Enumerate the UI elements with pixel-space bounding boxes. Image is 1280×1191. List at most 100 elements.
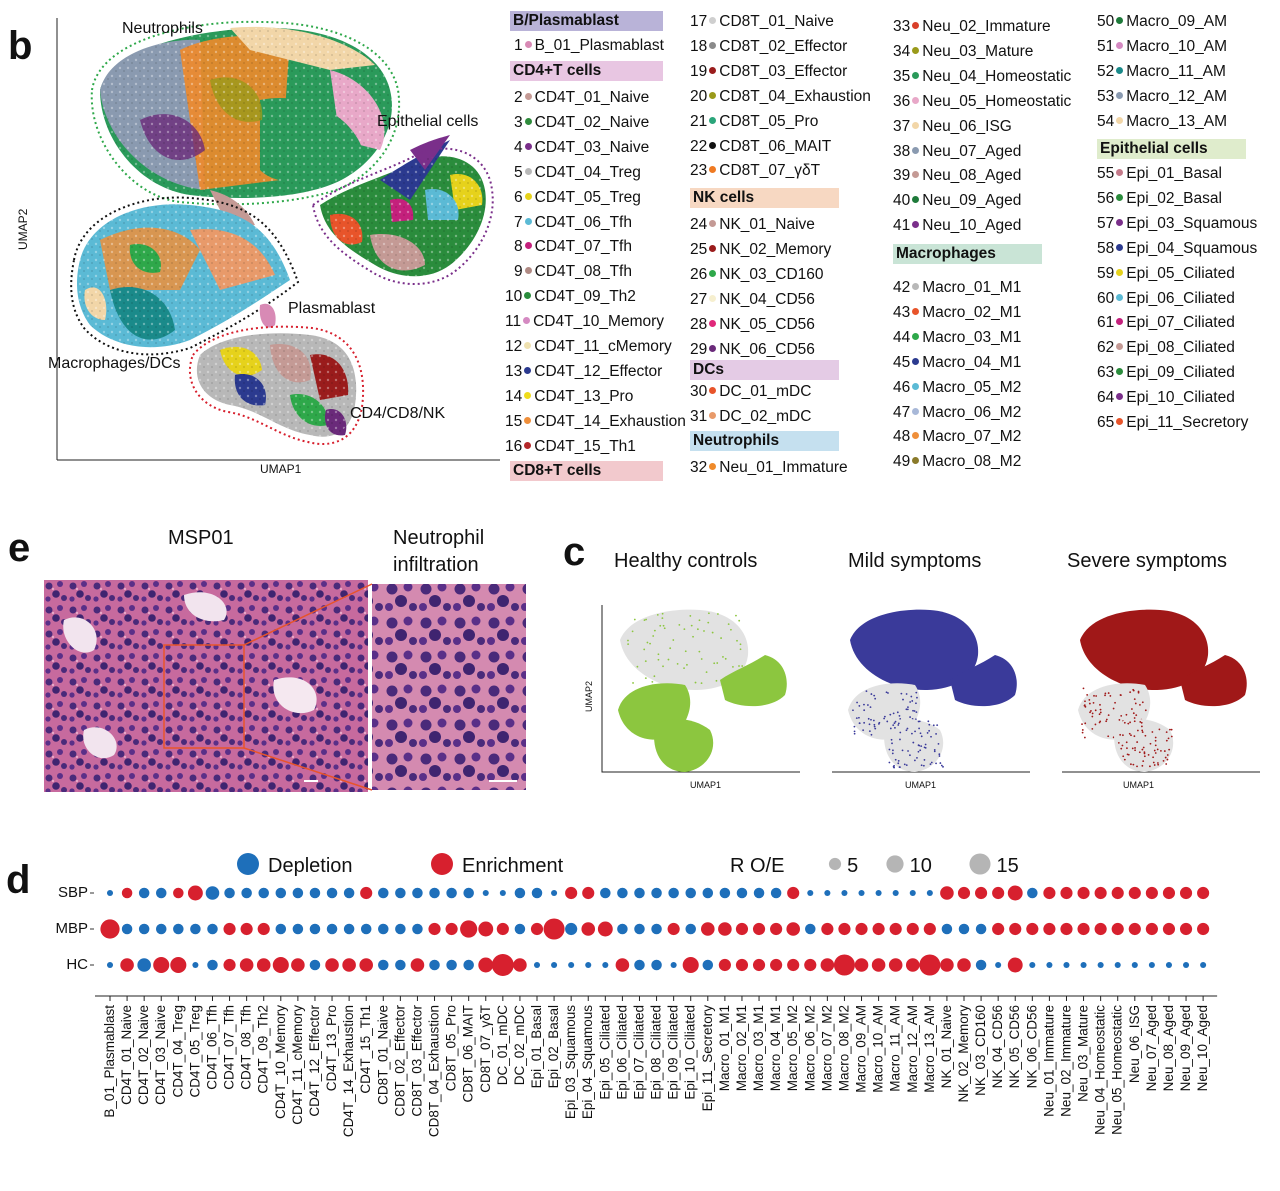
dot-mark <box>995 961 1002 969</box>
umap-c-point <box>711 631 714 634</box>
umap-c-point <box>937 742 940 745</box>
dot-mark <box>1200 961 1207 969</box>
umap-c-point <box>858 705 861 707</box>
umap-c-point <box>1144 709 1147 712</box>
legend-item: 36 Neu_05_Homeostatic <box>893 93 1071 110</box>
legend-item-label: CD4T_13_Pro <box>534 387 634 405</box>
dot-mark <box>753 887 765 899</box>
dot-mark <box>551 889 558 897</box>
legend-item-label: Macro_05_M2 <box>922 378 1022 396</box>
legend-item-number: 58 <box>1097 239 1115 257</box>
size-legend-label: 10 <box>910 855 932 877</box>
dot-mark <box>499 889 506 897</box>
dot-mark <box>138 887 150 899</box>
legend-item-label: CD4T_03_Naive <box>534 138 650 156</box>
umap-c-point <box>914 730 916 733</box>
umap-c-point <box>1089 711 1091 714</box>
umap-c-plots <box>601 605 1260 773</box>
legend-item-label: NK_05_CD56 <box>719 315 815 333</box>
dot-mark <box>786 922 800 936</box>
legend-item-label: CD4T_06_Tfh <box>534 213 632 231</box>
legend-item-label: NK_03_CD160 <box>719 265 824 283</box>
legend-item-number: 37 <box>893 117 911 135</box>
umap-c-point <box>1136 765 1138 768</box>
dot-mark <box>514 923 526 935</box>
umap-c-point <box>870 718 872 721</box>
dot-mark <box>565 886 578 900</box>
dot-mark <box>752 958 766 972</box>
legend-group-header: DCs <box>690 360 839 380</box>
dot-mark <box>926 889 933 897</box>
umap-c-point <box>1154 736 1157 739</box>
umap-c-point <box>920 745 923 748</box>
x-tick-label: CD4T_10_Memory <box>273 1005 288 1119</box>
legend-item-number: 38 <box>893 142 911 160</box>
umap-c-point <box>1165 731 1168 733</box>
legend-item: 51 Macro_10_AM <box>1097 39 1227 55</box>
umap-c-point <box>874 697 877 700</box>
umap-c-point <box>653 675 656 678</box>
legend-item-label: CD8T_05_Pro <box>719 112 819 130</box>
dot-mark <box>343 887 355 899</box>
umap-c-point <box>911 732 913 735</box>
dot-mark <box>909 889 916 897</box>
umap-c-point <box>855 717 858 720</box>
umap-c-point <box>911 700 914 702</box>
legend-item-label: CD4T_15_Th1 <box>534 437 636 455</box>
umap-c-point <box>651 680 654 683</box>
dot-mark <box>207 959 218 971</box>
dot-mark <box>395 959 406 971</box>
x-tick-label: Epi_08_Ciliated <box>649 1005 664 1100</box>
umap-c-point <box>865 690 868 693</box>
legend-color-dot-icon <box>709 269 717 277</box>
umap-c-point <box>732 666 734 668</box>
dot-mark <box>585 961 592 969</box>
legend-item: 25 NK_02_Memory <box>690 242 831 258</box>
legend-item-number: 60 <box>1097 289 1115 307</box>
x-tick-label: CD4T_15_Th1 <box>358 1005 373 1094</box>
umap-c-point <box>853 730 856 733</box>
umap-c-point <box>920 735 923 738</box>
umap-c-point <box>661 612 664 615</box>
umap-c-point <box>1151 731 1154 733</box>
legend-item-label: DC_02_mDC <box>719 407 812 425</box>
umap-c-point <box>686 663 688 666</box>
umap-c-point <box>883 717 886 720</box>
umap-c-point <box>899 738 901 741</box>
legend-item-number: 54 <box>1097 112 1115 130</box>
umap-c-point <box>1137 691 1140 694</box>
umap-c-panel <box>832 609 1030 773</box>
umap-c-point <box>727 623 730 626</box>
umap-c-point <box>1094 723 1097 726</box>
umap-c-point <box>1138 751 1141 754</box>
x-tick-label: NK_04_CD56 <box>990 1005 1005 1088</box>
legend-color-dot-icon <box>912 357 920 365</box>
legend-item-number: 19 <box>690 62 708 80</box>
umap-c-point <box>867 717 870 720</box>
umap-c-point <box>717 613 719 615</box>
legend-item-label: Epi_07_Ciliated <box>1126 314 1235 332</box>
umap-c-point <box>935 762 937 765</box>
umap-c-point <box>1143 755 1146 758</box>
umap-c-point <box>933 748 936 751</box>
umap-c-point <box>917 750 920 753</box>
umap-c-point <box>1091 727 1094 730</box>
legend-item: 8 CD4T_07_Tfh <box>514 239 632 255</box>
umap-c-point <box>897 762 900 765</box>
legend-item-label: CD8T_02_Effector <box>719 37 848 55</box>
legend-item-label: Epi_03_Squamous <box>1126 214 1258 232</box>
dot-mark <box>1063 961 1070 969</box>
umap-c-point <box>1123 758 1126 761</box>
umap-c-point <box>644 677 647 680</box>
dot-mark <box>395 887 406 899</box>
legend-item-label: Epi_05_Ciliated <box>1126 264 1235 282</box>
umap-c-point <box>928 729 931 732</box>
umap-c-point <box>858 722 861 725</box>
legend-item: 40 Neu_09_Aged <box>893 193 1021 209</box>
x-tick-label: B_01_Plasmablast <box>102 1005 117 1118</box>
legend-item-number: 6 <box>514 188 523 206</box>
dot-mark <box>121 923 133 935</box>
dot-mark <box>359 958 373 972</box>
umap-c-cluster <box>654 718 714 772</box>
umap-c-point <box>894 726 896 729</box>
